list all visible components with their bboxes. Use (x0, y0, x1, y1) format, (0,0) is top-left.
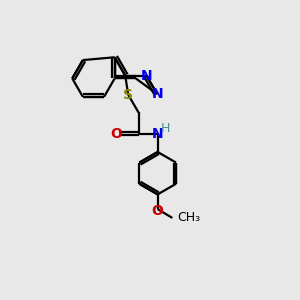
Text: CH₃: CH₃ (178, 212, 201, 224)
Text: S: S (123, 88, 133, 102)
Text: N: N (141, 69, 152, 82)
Text: N: N (151, 87, 163, 101)
Text: O: O (110, 127, 122, 141)
Text: N: N (152, 127, 164, 141)
Text: H: H (161, 122, 171, 135)
Text: O: O (152, 204, 164, 218)
